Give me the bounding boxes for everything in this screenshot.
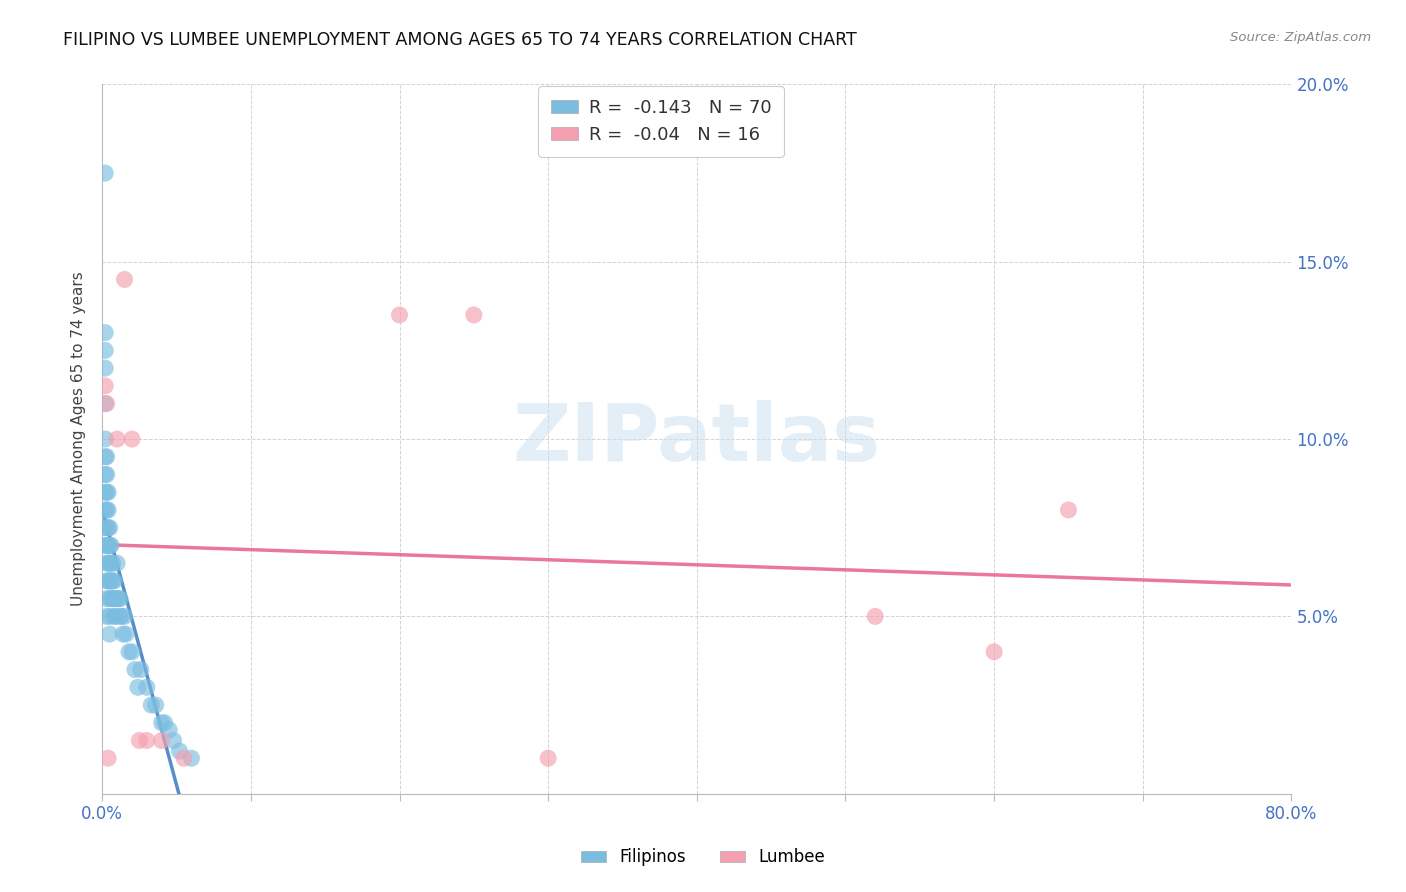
Point	[96, 396, 118, 410]
Point	[94, 485, 117, 500]
Point	[96, 538, 118, 552]
Point	[173, 751, 195, 765]
Point	[104, 609, 127, 624]
Point	[96, 521, 118, 535]
Point	[1057, 503, 1080, 517]
Point	[388, 308, 411, 322]
Point	[94, 503, 117, 517]
Point	[983, 645, 1005, 659]
Point	[98, 521, 121, 535]
Point	[98, 556, 121, 570]
Point	[128, 733, 150, 747]
Point	[100, 574, 122, 588]
Point	[115, 627, 138, 641]
Point	[101, 556, 124, 570]
Point	[98, 627, 121, 641]
Point	[105, 556, 128, 570]
Point	[101, 574, 124, 588]
Point	[97, 503, 120, 517]
Point	[103, 609, 125, 624]
Point	[114, 609, 136, 624]
Point	[96, 574, 118, 588]
Point	[97, 538, 120, 552]
Point	[135, 681, 157, 695]
Point	[96, 467, 118, 482]
Point	[94, 521, 117, 535]
Point	[118, 645, 141, 659]
Point	[94, 432, 117, 446]
Point	[121, 432, 143, 446]
Point	[94, 396, 117, 410]
Point	[94, 166, 117, 180]
Point	[863, 609, 886, 624]
Point	[104, 591, 127, 606]
Point	[114, 272, 136, 286]
Point	[180, 751, 202, 765]
Point	[100, 538, 122, 552]
Point	[94, 538, 117, 552]
Point	[111, 627, 134, 641]
Point	[110, 609, 132, 624]
Point	[105, 432, 128, 446]
Point	[98, 591, 121, 606]
Text: ZIPatlas: ZIPatlas	[513, 400, 882, 478]
Point	[94, 450, 117, 464]
Point	[145, 698, 167, 712]
Point	[129, 663, 152, 677]
Point	[121, 645, 143, 659]
Point	[135, 733, 157, 747]
Text: Source: ZipAtlas.com: Source: ZipAtlas.com	[1230, 31, 1371, 45]
Point	[150, 715, 173, 730]
Point	[97, 556, 120, 570]
Point	[96, 450, 118, 464]
Point	[98, 538, 121, 552]
Point	[97, 574, 120, 588]
Point	[108, 591, 131, 606]
Legend: R =  -0.143   N = 70, R =  -0.04   N = 16: R = -0.143 N = 70, R = -0.04 N = 16	[538, 87, 785, 157]
Point	[96, 556, 118, 570]
Point	[98, 574, 121, 588]
Point	[157, 723, 180, 737]
Point	[108, 609, 131, 624]
Point	[94, 326, 117, 340]
Point	[96, 485, 118, 500]
Point	[100, 591, 122, 606]
Point	[100, 556, 122, 570]
Legend: Filipinos, Lumbee: Filipinos, Lumbee	[575, 842, 831, 873]
Point	[463, 308, 485, 322]
Text: FILIPINO VS LUMBEE UNEMPLOYMENT AMONG AGES 65 TO 74 YEARS CORRELATION CHART: FILIPINO VS LUMBEE UNEMPLOYMENT AMONG AG…	[63, 31, 858, 49]
Point	[141, 698, 163, 712]
Point	[103, 574, 125, 588]
Point	[97, 751, 120, 765]
Point	[94, 343, 117, 358]
Point	[107, 591, 129, 606]
Point	[127, 681, 149, 695]
Point	[94, 361, 117, 376]
Point	[96, 503, 118, 517]
Point	[169, 744, 191, 758]
Point	[96, 609, 118, 624]
Point	[105, 591, 128, 606]
Point	[94, 467, 117, 482]
Point	[94, 379, 117, 393]
Point	[162, 733, 184, 747]
Point	[97, 521, 120, 535]
Point	[153, 715, 176, 730]
Point	[96, 591, 118, 606]
Point	[97, 485, 120, 500]
Point	[101, 591, 124, 606]
Point	[150, 733, 173, 747]
Point	[98, 609, 121, 624]
Point	[103, 591, 125, 606]
Y-axis label: Unemployment Among Ages 65 to 74 years: Unemployment Among Ages 65 to 74 years	[72, 272, 86, 607]
Point	[537, 751, 560, 765]
Point	[124, 663, 146, 677]
